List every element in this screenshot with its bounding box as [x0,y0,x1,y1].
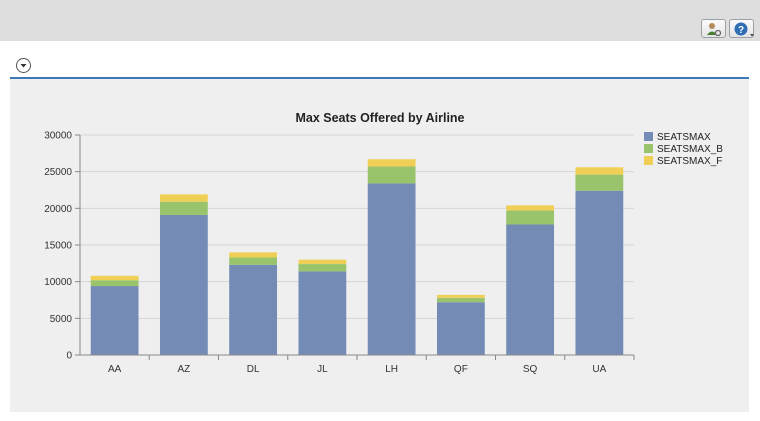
bar-aa-seatsmax-f[interactable] [90,275,139,281]
bar-qf-seatsmax-b[interactable] [436,297,485,303]
svg-text:?: ? [738,25,744,36]
collapse-button[interactable] [15,57,32,74]
bar-jl-seatsmax-f[interactable] [298,259,347,265]
x-tick-label: QF [454,364,468,375]
bar-lh-seatsmax-b[interactable] [367,166,416,184]
bar-qf-seatsmax-f[interactable] [436,294,485,298]
bar-sq-seatsmax[interactable] [506,224,555,355]
help-button[interactable]: ? [729,19,754,38]
legend-swatch [644,132,653,141]
legend-swatch [644,144,653,153]
x-tick-label: JL [317,364,328,375]
chart-panel: Max Seats Offered by Airline 0 5000 10000 1… [10,79,749,412]
legend-label[interactable]: SEATSMAX_F [657,156,722,167]
bar-lh-seatsmax-f[interactable] [367,159,416,167]
bar-aa-seatsmax[interactable] [90,286,139,355]
bar-az-seatsmax-b[interactable] [159,201,208,215]
x-tick-label: SQ [523,364,538,375]
y-tick-label: 30000 [44,131,72,142]
panel-divider [10,77,749,79]
bar-ua-seatsmax-f[interactable] [575,167,624,175]
bar-az-seatsmax-f[interactable] [159,194,208,202]
y-tick-label: 15000 [44,241,72,252]
bar-jl-seatsmax-b[interactable] [298,264,347,272]
user-settings-icon [707,23,722,37]
y-tick-label: 0 [66,351,72,362]
legend-swatch [644,156,653,165]
bar-qf-seatsmax[interactable] [436,302,485,355]
x-tick-label: AA [108,364,122,375]
bar-dl-seatsmax-f[interactable] [229,252,278,258]
bar-sq-seatsmax-f[interactable] [506,205,555,211]
legend-label[interactable]: SEATSMAX_B [657,144,723,155]
chart-title: Max Seats Offered by Airline [295,111,464,125]
bar-ua-seatsmax[interactable] [575,190,624,355]
y-tick-label: 10000 [44,277,72,288]
chevron-down-icon [16,58,31,73]
bar-aa-seatsmax-b[interactable] [90,280,139,287]
bar-sq-seatsmax-b[interactable] [506,210,555,225]
personalize-button[interactable] [701,19,726,38]
stacked-bar-chart: Max Seats Offered by Airline 0 5000 10000 1… [44,111,723,375]
bar-dl-seatsmax[interactable] [229,264,278,355]
bar-lh-seatsmax[interactable] [367,183,416,355]
x-tick-label: AZ [177,364,190,375]
top-toolbar: ? [0,0,760,41]
y-tick-label: 5000 [50,314,73,325]
bar-ua-seatsmax-b[interactable] [575,174,624,191]
x-tick-label: DL [247,364,260,375]
x-tick-label: LH [385,364,398,375]
help-icon: ? [734,22,754,37]
y-tick-label: 20000 [44,204,72,215]
bar-az-seatsmax[interactable] [159,214,208,355]
bar-jl-seatsmax[interactable] [298,271,347,355]
legend-label[interactable]: SEATSMAX [657,132,711,143]
y-tick-label: 25000 [44,167,72,178]
bar-dl-seatsmax-b[interactable] [229,257,278,265]
x-tick-label: UA [592,364,606,375]
